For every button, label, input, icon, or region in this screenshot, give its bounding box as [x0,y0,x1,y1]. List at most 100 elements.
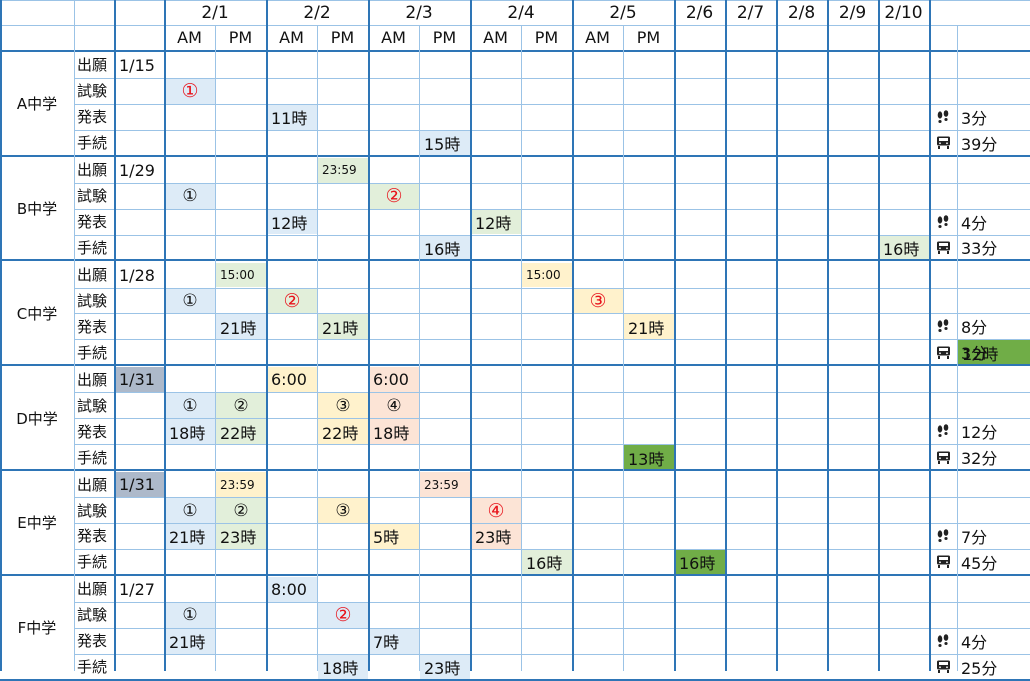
block-divider [0,678,1030,681]
grid-line [74,313,1030,315]
walk-time: 4分 [961,213,988,233]
schedule-cell: 1/31 [115,472,164,498]
grid-line [827,0,829,671]
train-time: 33分 [961,239,998,259]
grid-line [572,0,574,671]
walk-icon [929,628,957,654]
schedule-cell: 22時 [318,419,368,445]
date-header: 2/2 [303,2,331,23]
am-header: AM [279,28,304,47]
schedule-cell: 1/27 [119,579,155,599]
schedule-cell: ② [369,183,419,209]
pm-header: PM [228,28,253,47]
schedule-cell: 6:00 [267,367,317,393]
school-name: A中学 [16,95,58,114]
grid-line [266,0,268,671]
row-label: 出願 [77,56,108,75]
schedule-cell: ① [165,183,215,209]
am-header: AM [585,28,610,47]
row-label: 手続 [77,448,108,467]
schedule-cell: 1/29 [119,160,155,180]
schedule-cell: 22時 [216,419,266,445]
am-header: AM [177,28,202,47]
schedule-cell: 23:59 [420,472,470,498]
walk-time: 7分 [961,527,988,547]
row-label: 試験 [77,82,108,101]
grid-line [164,0,166,671]
schedule-cell: 13時 [624,445,674,470]
schedule-cell: 6:00 [369,367,419,393]
row-label: 発表 [77,213,108,232]
train-time: 45分 [961,553,998,573]
grid-line [114,0,116,671]
grid-line [74,444,1030,446]
grid-line [74,339,1030,341]
schedule-cell: ④ [369,393,419,419]
walk-icon [929,523,957,549]
grid-line [419,25,420,671]
schedule-cell: 15:00 [216,262,266,288]
grid-line [368,0,370,671]
schedule-cell: ② [216,498,266,523]
date-header: 2/5 [609,2,637,23]
grid-line [521,25,522,671]
schedule-cell: 21時 [216,314,266,340]
grid-line [776,0,778,671]
schedule-cell: 16時 [522,549,572,575]
grid-line [957,25,958,671]
grid-line [74,77,1030,79]
grid-line [74,627,1030,629]
schedule-cell: 23:59 [216,472,266,498]
train-time: 39分 [961,134,998,154]
schedule-cell: 12時 [471,209,521,235]
grid-line [725,0,727,671]
schedule-cell: 11時 [267,104,317,130]
grid-line [929,0,931,671]
grid-line [317,25,318,671]
pm-header: PM [330,28,355,47]
walk-time: 8分 [961,318,988,338]
schedule-cell: 21時 [624,314,674,340]
school-name: F中学 [17,619,57,638]
grid-line [0,0,1030,1]
row-label: 出願 [77,580,108,599]
walk-icon [929,209,957,235]
block-divider [0,469,1030,471]
row-label: 発表 [77,422,108,441]
schedule-cell: ① [165,498,215,523]
schedule-cell: 15時 [420,130,470,156]
row-label: 発表 [77,527,108,546]
grid-line [74,0,75,671]
schedule-cell: 12時 [267,209,317,235]
school-name: B中学 [16,200,58,219]
pm-header: PM [432,28,457,47]
schedule-cell: ① [165,288,215,314]
train-time: 3分 [961,344,988,364]
grid-line [0,50,1030,52]
row-label: 出願 [77,266,108,285]
train-icon [929,339,957,365]
grid-line [74,418,1030,420]
schedule-cell: 18時 [165,419,215,445]
schedule-cell: 23時 [216,524,266,549]
train-icon [929,549,957,575]
walk-icon [929,313,957,339]
schedule-cell: 23:59 [318,157,368,183]
grid-line [74,129,1030,131]
block-divider [0,364,1030,367]
row-label: 手続 [77,134,108,153]
grid-line [74,287,1030,289]
train-icon [929,130,957,156]
grid-line [470,0,472,671]
date-header: 2/3 [405,2,433,23]
school-name: E中学 [17,514,57,533]
block-divider [0,154,1030,157]
schedule-cell: ① [165,393,215,419]
row-label: 手続 [77,553,108,572]
schedule-cell: 18時 [318,654,368,680]
am-header: AM [483,28,508,47]
row-label: 試験 [77,501,108,520]
schedule-cell: ② [267,288,317,314]
train-icon [929,235,957,261]
schedule-cell: 1/28 [119,265,155,285]
